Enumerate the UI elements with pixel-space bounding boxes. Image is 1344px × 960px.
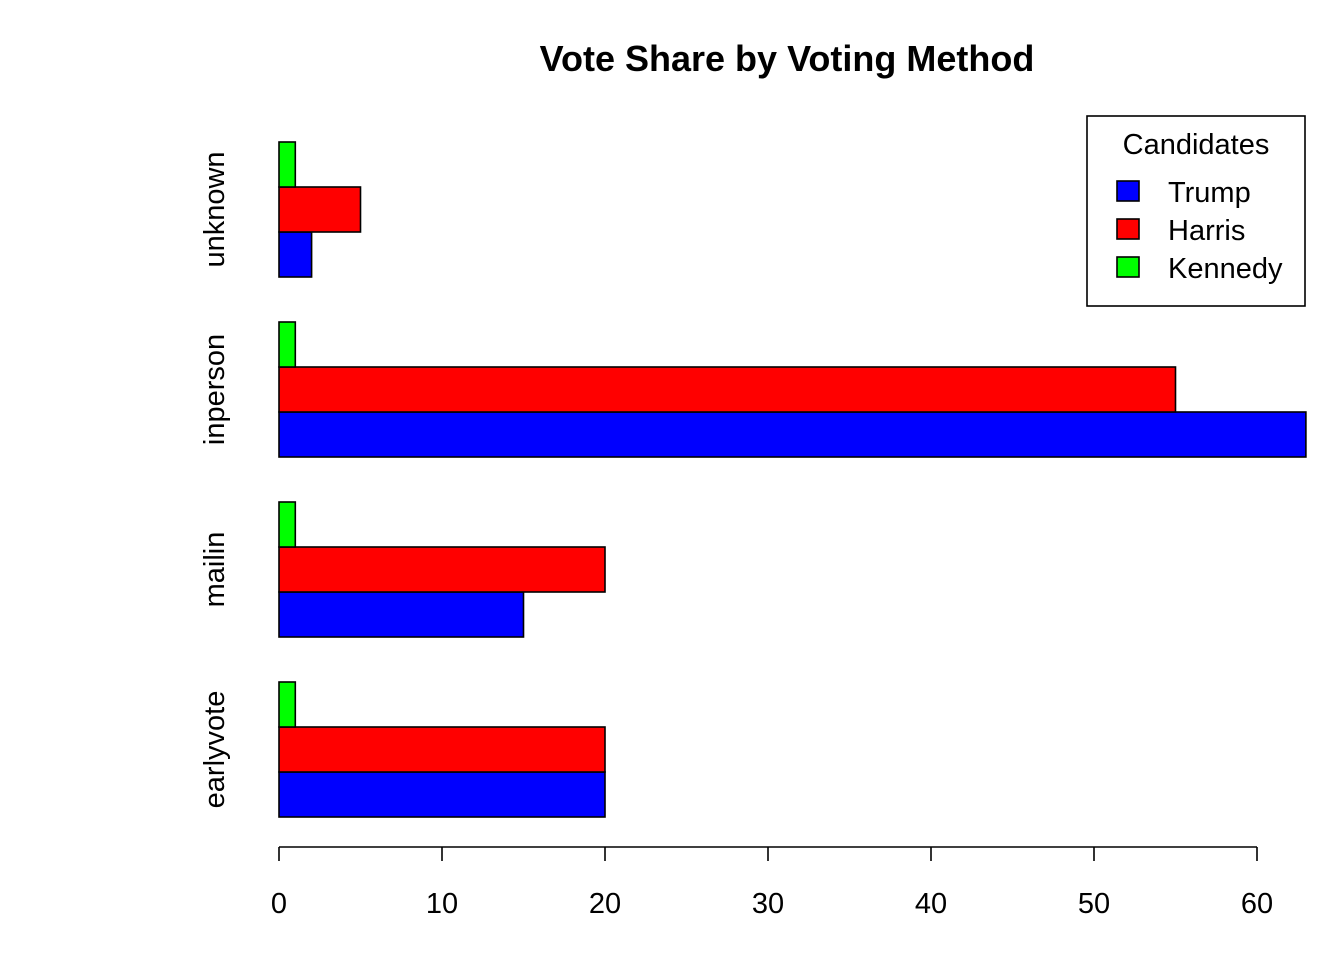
legend-label-harris: Harris: [1168, 215, 1245, 247]
bar-inperson-trump: [278, 411, 1307, 458]
category-label-inperson: inperson: [199, 334, 231, 445]
legend-entries: Trump Harris Kennedy: [1116, 177, 1283, 285]
x-tick-label-60: 60: [1241, 888, 1273, 920]
x-axis: 0 10 20 30 40 50 60: [271, 846, 1273, 920]
bar-inperson-harris: [278, 366, 1177, 413]
bar-earlyvote-kennedy: [278, 681, 297, 728]
legend-label-kennedy: Kennedy: [1168, 253, 1283, 285]
bars-layer: [278, 141, 1307, 818]
legend-swatch-kennedy: [1116, 256, 1140, 278]
legend: Candidates Trump Harris Kennedy: [1086, 115, 1306, 307]
x-tick-label-0: 0: [271, 888, 287, 920]
chart-title: Vote Share by Voting Method: [540, 38, 1035, 79]
bar-earlyvote-trump: [278, 771, 606, 818]
category-label-earlyvote: earlyvote: [199, 691, 231, 809]
bar-unknown-kennedy: [278, 141, 297, 188]
category-label-unknown: unknown: [199, 151, 231, 267]
bar-unknown-harris: [278, 186, 362, 233]
legend-label-trump: Trump: [1168, 177, 1251, 209]
category-label-mailin: mailin: [199, 532, 231, 608]
bar-mailin-kennedy: [278, 501, 297, 548]
legend-swatch-trump: [1116, 180, 1140, 202]
legend-swatch-harris: [1116, 218, 1140, 240]
x-tick-label-10: 10: [426, 888, 458, 920]
bar-unknown-trump: [278, 231, 313, 278]
bar-earlyvote-harris: [278, 726, 606, 773]
x-tick-label-20: 20: [589, 888, 621, 920]
bar-mailin-trump: [278, 591, 525, 638]
x-tick-label-40: 40: [915, 888, 947, 920]
x-tick-label-30: 30: [752, 888, 784, 920]
legend-title: Candidates: [1123, 129, 1270, 161]
bar-mailin-harris: [278, 546, 606, 593]
category-labels: earlyvote mailin inperson unknown: [199, 151, 231, 808]
bar-inperson-kennedy: [278, 321, 297, 368]
x-tick-label-50: 50: [1078, 888, 1110, 920]
